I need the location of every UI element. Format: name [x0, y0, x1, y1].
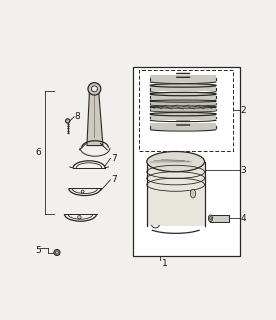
Text: 8: 8 [75, 112, 81, 121]
Ellipse shape [147, 151, 205, 172]
Ellipse shape [54, 250, 60, 255]
Bar [210, 215, 229, 222]
Bar [150, 114, 216, 120]
Ellipse shape [88, 83, 101, 95]
Ellipse shape [150, 106, 216, 108]
Ellipse shape [55, 251, 59, 254]
Bar [150, 76, 216, 82]
Text: 7: 7 [111, 154, 117, 163]
Polygon shape [87, 91, 103, 146]
Bar [147, 162, 205, 226]
Ellipse shape [150, 84, 216, 87]
Text: 4: 4 [240, 214, 246, 223]
Ellipse shape [91, 86, 97, 92]
Ellipse shape [150, 100, 216, 102]
Text: 2: 2 [240, 106, 246, 115]
Text: 6: 6 [35, 148, 41, 157]
Ellipse shape [150, 92, 216, 96]
Text: 3: 3 [240, 166, 246, 175]
Ellipse shape [150, 112, 216, 116]
Bar [150, 101, 216, 105]
Text: 7: 7 [111, 175, 117, 184]
Bar [150, 85, 216, 92]
Bar [150, 94, 216, 100]
Bar [150, 107, 216, 111]
Ellipse shape [65, 119, 70, 123]
Text: 5: 5 [35, 246, 41, 255]
Ellipse shape [81, 190, 84, 193]
Ellipse shape [209, 217, 211, 220]
Ellipse shape [190, 189, 196, 198]
Bar [139, 70, 233, 151]
Ellipse shape [78, 215, 81, 219]
Bar [133, 68, 240, 256]
Ellipse shape [208, 215, 213, 222]
Text: 1: 1 [162, 259, 168, 268]
Bar [150, 123, 216, 130]
